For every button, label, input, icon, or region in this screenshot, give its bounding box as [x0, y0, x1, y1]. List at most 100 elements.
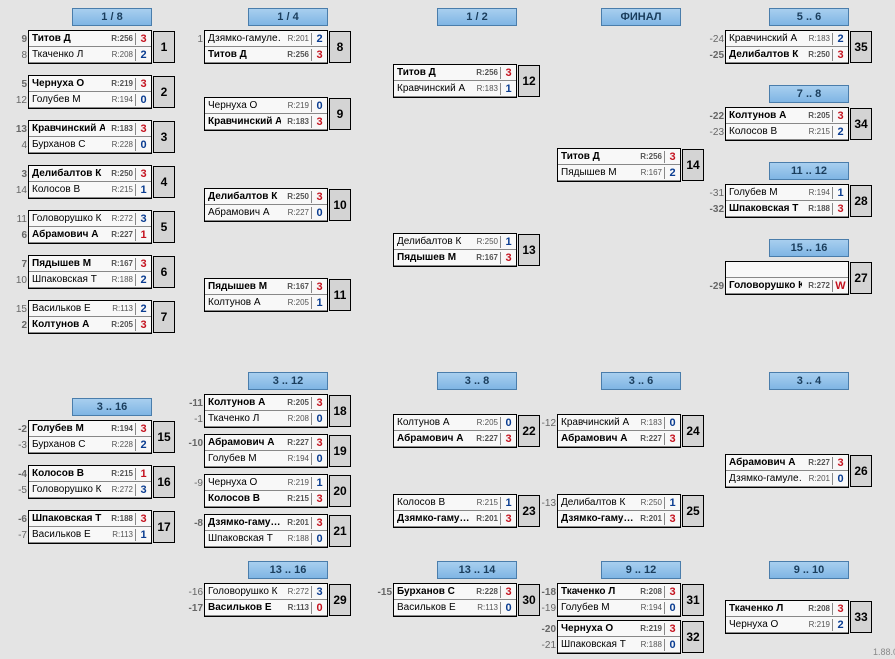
- match-box: -18Ткаченко ЛR:2083-19Голубев МR:194031: [557, 583, 681, 617]
- seed: -31: [702, 188, 724, 199]
- player-row: -21Шпаковская ТR:1880: [558, 637, 680, 653]
- round-label: 7 .. 8: [769, 85, 849, 103]
- score: 3: [135, 168, 151, 180]
- player-rating: R:167: [470, 253, 500, 262]
- match-number: 10: [329, 189, 351, 221]
- player-row: Колтунов АR:2050: [394, 415, 516, 431]
- player-name: Чернуха О: [726, 619, 802, 630]
- player-name: Голубев М: [558, 602, 634, 613]
- player-rating: R:205: [281, 398, 311, 407]
- player-row: Кравчинский АR:1831: [394, 81, 516, 97]
- player-rating: R:256: [281, 50, 311, 59]
- score: 3: [135, 423, 151, 435]
- player-name: Головорушко К: [29, 484, 105, 495]
- score: 3: [311, 517, 327, 529]
- match-number: 29: [329, 584, 351, 616]
- player-name: Колтунов А: [29, 319, 105, 330]
- score: 0: [500, 602, 516, 614]
- player-row: -31Голубев МR:1941: [726, 185, 848, 201]
- match-box: -6Шпаковская ТR:1883-7Васильков ЕR:11311…: [28, 510, 152, 544]
- match-number: 27: [850, 262, 872, 294]
- player-rating: R:167: [634, 168, 664, 177]
- player-row: -4Колосов ВR:2151: [29, 466, 151, 482]
- player-row: Дзямко-гаму…R:2013: [394, 511, 516, 527]
- round-label: 1 / 2: [437, 8, 517, 26]
- round-label: 9 .. 10: [769, 561, 849, 579]
- match-number: 34: [850, 108, 872, 140]
- round-label: 3 .. 16: [72, 398, 152, 416]
- match-box: Титов ДR:2563Кравчинский АR:183112: [393, 64, 517, 98]
- player-name: Бурханов С: [29, 139, 105, 150]
- player-rating: R:208: [281, 414, 311, 423]
- player-name: Васильков Е: [205, 602, 281, 613]
- seed: 7: [5, 259, 27, 270]
- player-rating: R:215: [281, 494, 311, 503]
- player-rating: R:227: [281, 438, 311, 447]
- match-box: -22Колтунов АR:2053-23Колосов ВR:215234: [725, 107, 849, 141]
- player-name: Дзямко-гаму…: [558, 513, 634, 524]
- seed: -20: [534, 624, 556, 635]
- player-row: Титов ДR:2563: [558, 149, 680, 165]
- player-row: -17Васильков ЕR:1130: [205, 600, 327, 616]
- round-label: 9 .. 12: [601, 561, 681, 579]
- score: 3: [311, 437, 327, 449]
- player-name: Абрамович А: [394, 433, 470, 444]
- player-name: Титов Д: [394, 67, 470, 78]
- player-rating: R:272: [281, 587, 311, 596]
- player-name: Кравчинский А: [558, 417, 634, 428]
- player-name: Делибалтов К: [205, 191, 281, 202]
- match-number: 18: [329, 395, 351, 427]
- match-box: Делибалтов КR:2503Абрамович АR:227010: [204, 188, 328, 222]
- score: 1: [832, 187, 848, 199]
- player-rating: R:205: [281, 298, 311, 307]
- score: 0: [832, 473, 848, 485]
- player-rating: R:219: [281, 478, 311, 487]
- score: 3: [664, 513, 680, 525]
- score: 3: [311, 586, 327, 598]
- player-row: -19Голубев МR:1940: [558, 600, 680, 616]
- player-rating: R:205: [802, 111, 832, 120]
- score: 3: [135, 78, 151, 90]
- player-rating: R:227: [281, 208, 311, 217]
- player-row: Титов ДR:2563: [205, 47, 327, 63]
- player-row: Пядышев МR:1673: [205, 279, 327, 295]
- score: 3: [664, 433, 680, 445]
- player-row: 1Дзямко-гамуле…R:2012: [205, 31, 327, 47]
- score: 3: [832, 603, 848, 615]
- player-row: Делибалтов КR:2501: [394, 234, 516, 250]
- player-name: Колтунов А: [205, 397, 281, 408]
- match-number: 33: [850, 601, 872, 633]
- player-name: Голубев М: [29, 94, 105, 105]
- player-row: 14Колосов ВR:2151: [29, 182, 151, 198]
- match-box: 9Титов ДR:25638Ткаченко ЛR:20821: [28, 30, 152, 64]
- score: 2: [311, 33, 327, 45]
- score: 1: [135, 229, 151, 241]
- player-rating: R:194: [105, 424, 135, 433]
- player-row: -24Кравчинский АR:1832: [726, 31, 848, 47]
- round-label: 15 .. 16: [769, 239, 849, 257]
- score: 2: [832, 126, 848, 138]
- seed: -24: [702, 34, 724, 45]
- player-name: Ткаченко Л: [726, 603, 802, 614]
- player-row: 11Головорушко КR:2723: [29, 211, 151, 227]
- player-row: -16Головорушко КR:2723: [205, 584, 327, 600]
- match-number: 25: [682, 495, 704, 527]
- player-name: Голубев М: [205, 453, 281, 464]
- score: 3: [311, 116, 327, 128]
- score: 3: [311, 281, 327, 293]
- match-number: 7: [153, 301, 175, 333]
- match-number: 3: [153, 121, 175, 153]
- match-box: -31Голубев МR:1941-32Шпаковская ТR:18832…: [725, 184, 849, 218]
- player-rating: R:250: [802, 50, 832, 59]
- player-name: Шпаковская Т: [29, 274, 105, 285]
- player-rating: R:219: [281, 101, 311, 110]
- player-rating: R:188: [105, 275, 135, 284]
- player-rating: R:208: [105, 50, 135, 59]
- player-rating: R:250: [470, 237, 500, 246]
- match-box: Титов ДR:2563Пядышев МR:167214: [557, 148, 681, 182]
- player-name: Головорушко К: [205, 586, 281, 597]
- player-rating: R:201: [634, 514, 664, 523]
- seed: -6: [5, 514, 27, 525]
- player-row: 5Чернуха ОR:2193: [29, 76, 151, 92]
- score: 3: [311, 493, 327, 505]
